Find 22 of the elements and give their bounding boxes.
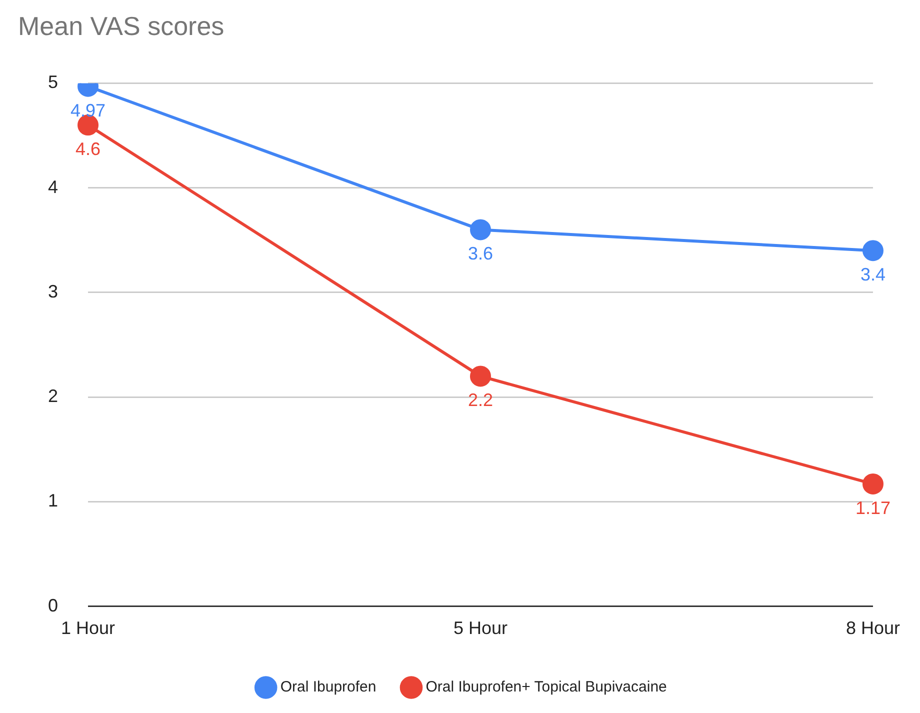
legend-label: Oral Ibuprofen — [280, 678, 376, 696]
y-tick-label: 3 — [48, 281, 58, 302]
x-tick-label: 5 Hour — [453, 618, 508, 638]
y-tick-label: 5 — [48, 72, 58, 92]
y-tick-label: 4 — [48, 176, 58, 197]
chart-title: Mean VAS scores — [18, 10, 224, 41]
data-label: 3.4 — [860, 264, 886, 285]
data-label: 1.17 — [855, 498, 891, 518]
data-label: 4.6 — [75, 139, 101, 160]
point — [470, 219, 491, 240]
legend-label: Oral Ibuprofen+ Topical Bupivacaine — [426, 678, 667, 696]
point — [862, 473, 884, 494]
y-tick-label: 2 — [48, 386, 58, 406]
x-tick-label: 8 Hour — [846, 618, 900, 638]
data-label: 3.6 — [468, 244, 494, 264]
y-tick-label: 1 — [48, 490, 58, 511]
x-tick-label: 1 Hour — [60, 618, 116, 638]
point — [470, 366, 491, 387]
data-label: 2.2 — [468, 390, 494, 410]
point — [862, 240, 884, 262]
y-tick-label: 0 — [48, 595, 58, 616]
data-label: 4.97 — [70, 100, 106, 120]
